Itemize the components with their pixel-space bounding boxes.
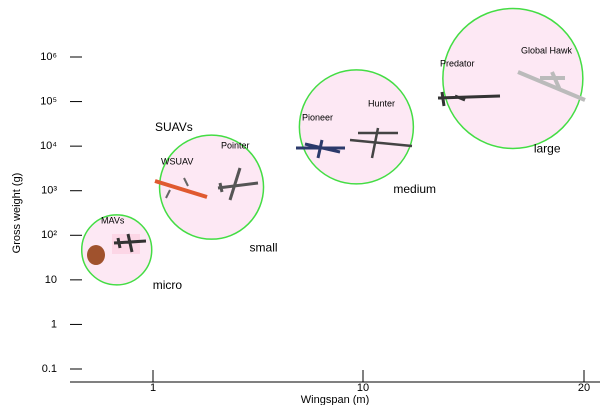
- y-tick-label: 10⁵: [40, 95, 57, 107]
- mav-icon: [87, 245, 105, 265]
- annotation: Pointer: [221, 140, 250, 150]
- annotation: Pioneer: [302, 112, 333, 122]
- annotation: Hunter: [368, 98, 395, 108]
- annotation: MAVs: [101, 215, 125, 225]
- x-tick-label: 10: [357, 382, 369, 394]
- y-tick-label: 10²: [41, 229, 57, 241]
- y-tick-label: 10³: [41, 185, 57, 197]
- group-label: large: [534, 142, 561, 156]
- group-label: medium: [393, 182, 436, 196]
- y-axis-title: Gross weight (g): [11, 173, 23, 254]
- y-tick-label: 10: [45, 274, 57, 286]
- group-label: micro: [153, 278, 183, 292]
- group-circle: [299, 70, 413, 184]
- y-tick-label: 10⁴: [40, 140, 57, 152]
- annotation: SUAVs: [155, 120, 193, 134]
- x-tick-label: 1: [150, 382, 156, 394]
- annotation: Global Hawk: [521, 45, 573, 55]
- x-axis-title: Wingspan (m): [301, 394, 369, 405]
- annotation: WSUAV: [161, 156, 193, 166]
- group-label: small: [250, 240, 278, 254]
- y-tick-label: 1: [51, 318, 57, 330]
- y-tick-label: 0.1: [42, 363, 57, 375]
- chart: micro small medium large SUAVs MAVs WSUAV Point…: [0, 0, 603, 405]
- annotation: Predator: [440, 58, 475, 68]
- x-tick-label: 20: [578, 382, 590, 394]
- y-tick-label: 10⁶: [40, 51, 57, 63]
